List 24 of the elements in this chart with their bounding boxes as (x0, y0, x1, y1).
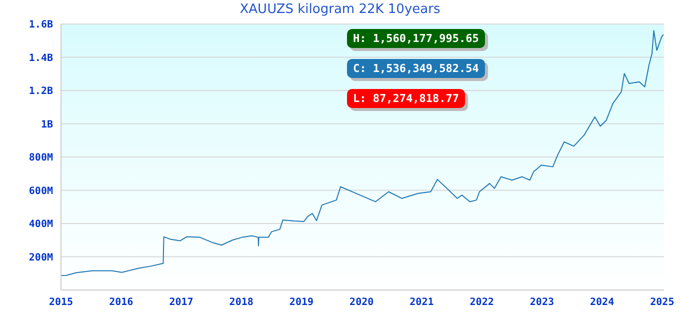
x-tick-label: 2023 (530, 297, 554, 308)
y-tick-label: 1.2B (28, 86, 53, 98)
x-tick-label: 2018 (229, 297, 254, 308)
x-tick-label: 2021 (410, 297, 434, 308)
y-tick-label: 400M (28, 219, 53, 230)
annotation: L: 87,274,818.77 (347, 89, 465, 108)
chart-title: XAUUZS kilogram 22K 10years (238, 2, 442, 17)
x-tick-label: 2015 (48, 297, 74, 308)
annotation: C: 1,536,349,582.54 (347, 59, 485, 78)
y-tick-label: 200M (28, 252, 53, 264)
annotation: H: 1,560,177,995.65 (347, 29, 485, 48)
line-series (61, 30, 664, 276)
y-tick-label: 1.4B (28, 52, 53, 64)
x-tick-label: 2017 (169, 297, 194, 308)
x-tick-label: 2019 (289, 297, 314, 308)
y-tick-label: 1B (40, 119, 53, 130)
x-tick-label: 2022 (470, 297, 494, 308)
y-tick-label: 800M (28, 152, 53, 164)
x-tick-label: 2024 (590, 297, 614, 308)
x-tick-label: 2020 (350, 297, 374, 308)
y-tick-label: 1.6B (28, 20, 53, 31)
x-tick-label: 2025 (650, 297, 674, 308)
x-tick-label: 2016 (109, 297, 134, 308)
y-tick-label: 600M (28, 186, 53, 197)
